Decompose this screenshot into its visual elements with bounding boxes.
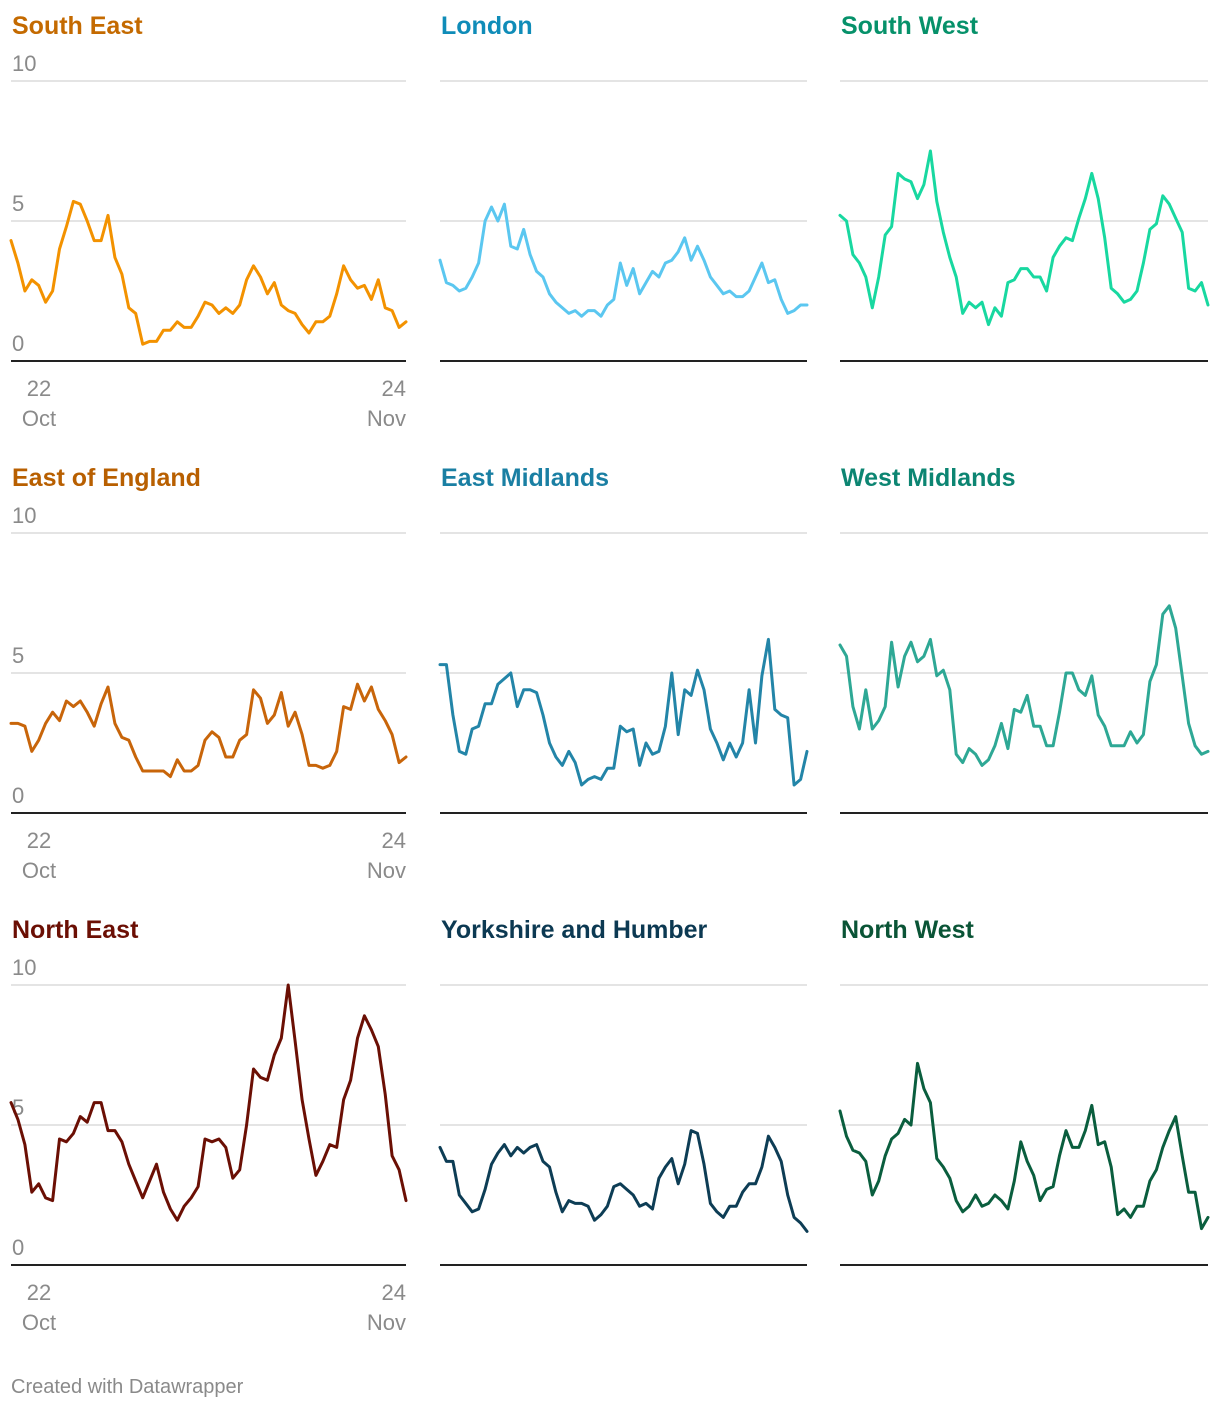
panel-title-london: London <box>441 12 533 40</box>
x-tick-label-south-east-start-month: Oct <box>22 406 56 431</box>
y-tick-label-south-east-5: 5 <box>12 191 24 216</box>
series-line-north-west <box>838 1061 1210 1231</box>
y-tick-label-east-of-england-10: 10 <box>12 503 36 528</box>
series-line-north-east <box>9 983 408 1222</box>
x-tick-label-south-east-end-month: Nov <box>367 406 406 431</box>
y-tick-label-south-east-10: 10 <box>12 51 36 76</box>
panel-title-west-midlands: West Midlands <box>841 464 1016 492</box>
panel-title-yorkshire-and-humber: Yorkshire and Humber <box>441 916 708 944</box>
x-tick-label-east-of-england-start-month: Oct <box>22 858 56 883</box>
panel-title-south-west: South West <box>841 12 979 40</box>
series-line-yorkshire-and-humber <box>438 1129 809 1233</box>
panel-title-north-west: North West <box>841 916 975 944</box>
x-tick-label-east-of-england-end-day: 24 <box>382 828 406 853</box>
x-tick-label-east-of-england-start-day: 22 <box>27 828 51 853</box>
y-tick-label-south-east-0: 0 <box>12 331 24 356</box>
y-tick-label-north-east-10: 10 <box>12 955 36 980</box>
x-tick-label-east-of-england-end-month: Nov <box>367 858 406 883</box>
x-tick-label-north-east-start-month: Oct <box>22 1310 56 1335</box>
panel-title-south-east: South East <box>12 12 143 40</box>
series-line-south-west <box>838 149 1210 327</box>
series-line-south-east <box>9 199 408 346</box>
x-tick-label-south-east-start-day: 22 <box>27 376 51 401</box>
series-line-east-midlands <box>438 637 809 787</box>
series-line-east-of-england <box>9 682 408 779</box>
datawrapper-credit: Created with Datawrapper <box>11 1376 244 1398</box>
series-line-london <box>438 202 809 318</box>
x-tick-label-north-east-start-day: 22 <box>27 1280 51 1305</box>
y-tick-label-east-of-england-5: 5 <box>12 643 24 668</box>
x-tick-label-south-east-end-day: 24 <box>382 376 406 401</box>
x-tick-label-north-east-end-day: 24 <box>382 1280 406 1305</box>
panel-title-east-midlands: East Midlands <box>441 464 609 492</box>
x-tick-label-north-east-end-month: Nov <box>367 1310 406 1335</box>
panel-title-north-east: North East <box>12 916 139 944</box>
y-tick-label-east-of-england-0: 0 <box>12 783 24 808</box>
panel-title-east-of-england: East of England <box>12 464 201 492</box>
series-line-west-midlands <box>838 604 1210 767</box>
y-tick-label-north-east-0: 0 <box>12 1235 24 1260</box>
